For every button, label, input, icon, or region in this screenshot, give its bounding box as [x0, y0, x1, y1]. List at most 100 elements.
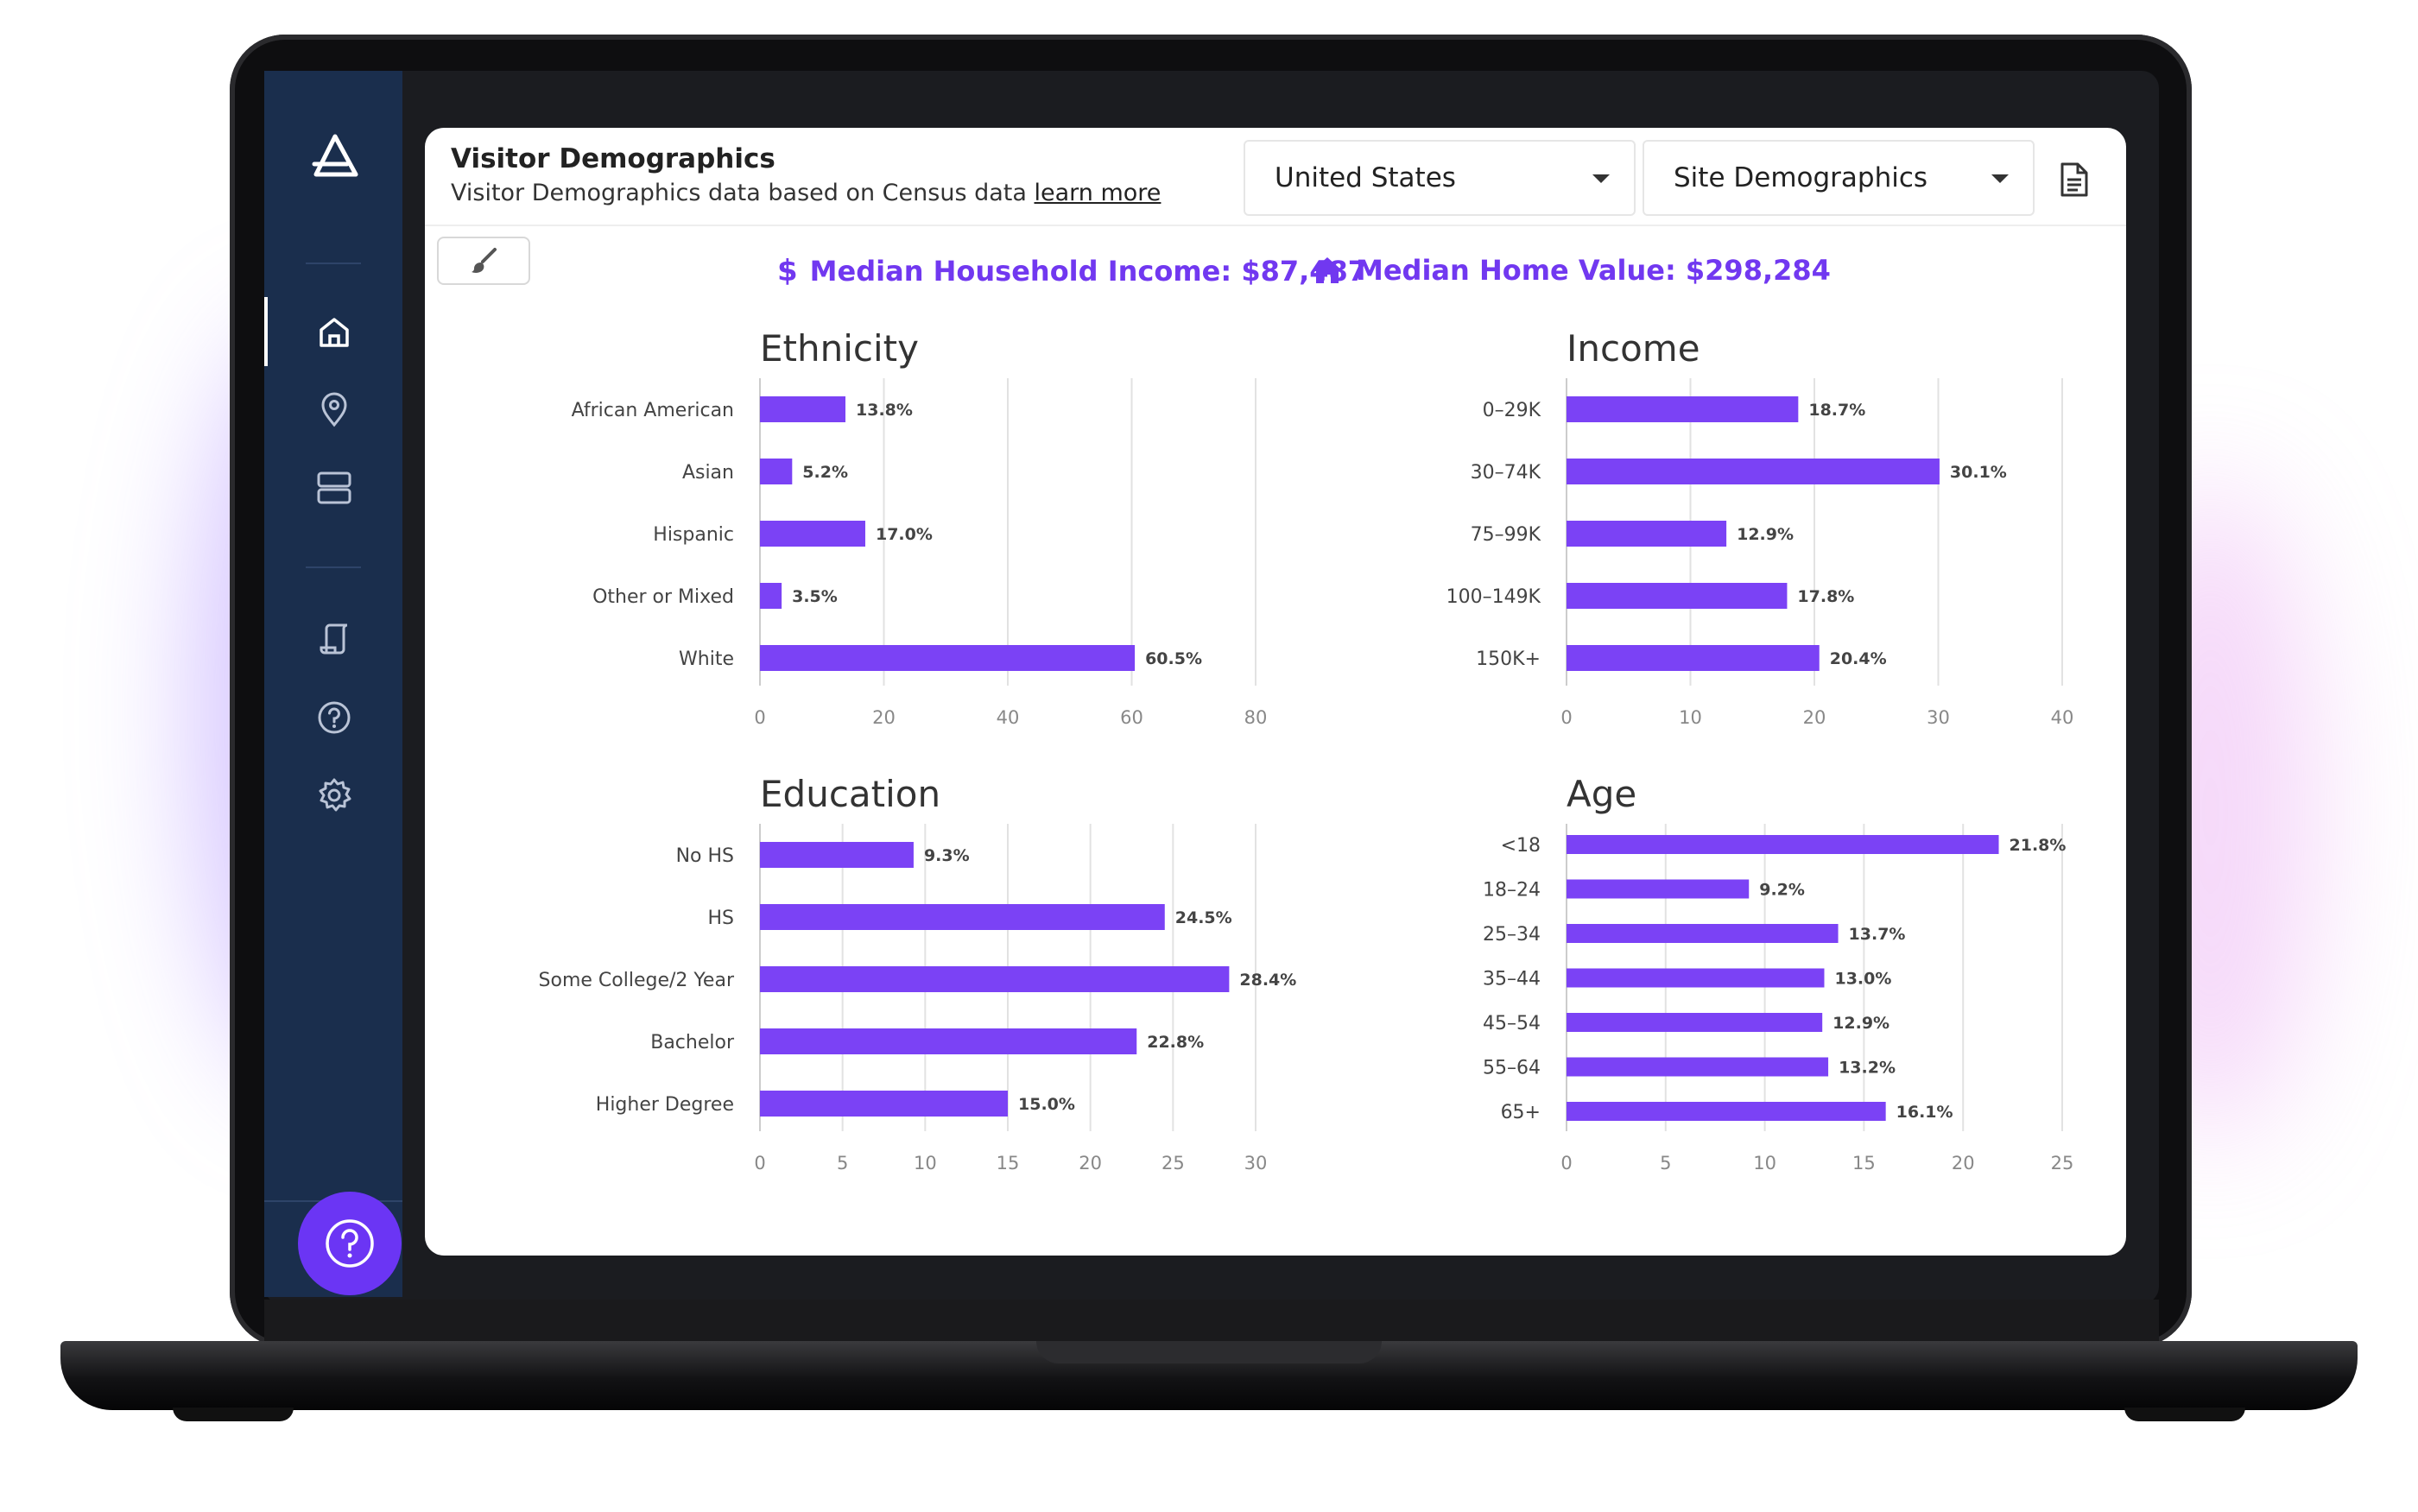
- age-x-tick-label: 5: [1660, 1153, 1671, 1174]
- age-category-label: 18–24: [1483, 880, 1541, 902]
- education-data-label: 24.5%: [1175, 908, 1232, 927]
- age-x-tick-label: 25: [2051, 1153, 2074, 1174]
- education-x-tick-label: 5: [837, 1153, 848, 1174]
- age-category-label: 45–54: [1483, 1013, 1541, 1034]
- income-x-tick-label: 10: [1679, 707, 1702, 728]
- income-data-label: 18.7%: [1808, 401, 1865, 420]
- income-x-tick-label: 0: [1560, 707, 1572, 728]
- income-bar: [1567, 583, 1788, 609]
- chevron-down-icon: [1592, 174, 1610, 183]
- median-home-value: Median Home Value: $298,284: [1311, 254, 1831, 287]
- age-x-tick-label: 10: [1753, 1153, 1776, 1174]
- median-household-income-text: Median Household Income: $87,487: [809, 255, 1368, 288]
- education-x-tick-label: 20: [1079, 1153, 1102, 1174]
- income-x-tick-label: 30: [1927, 707, 1950, 728]
- age-bar: [1567, 835, 1999, 854]
- age-category-label: 65+: [1501, 1102, 1541, 1123]
- nav-active-indicator: [264, 297, 268, 366]
- education-x-tick-label: 10: [914, 1153, 937, 1174]
- age-bar: [1567, 1102, 1886, 1121]
- ethnicity-data-label: 13.8%: [856, 401, 913, 420]
- income-chart-title: Income: [1567, 327, 1700, 370]
- help-icon[interactable]: [314, 698, 354, 737]
- data-type-select-value: Site Demographics: [1674, 162, 1928, 193]
- age-data-label: 13.0%: [1834, 970, 1891, 989]
- age-category-label: 55–64: [1483, 1058, 1541, 1079]
- age-x-tick-label: 0: [1560, 1153, 1572, 1174]
- income-data-label: 17.8%: [1797, 587, 1854, 606]
- ethnicity-data-label: 60.5%: [1145, 649, 1202, 668]
- server-icon[interactable]: [314, 468, 354, 508]
- age-data-label: 13.2%: [1839, 1059, 1896, 1078]
- education-bar: [760, 842, 914, 868]
- sidebar: [264, 71, 402, 1297]
- education-category-label: Bachelor: [650, 1032, 735, 1053]
- ethnicity-x-tick-label: 60: [1120, 707, 1143, 728]
- age-bar: [1567, 968, 1825, 988]
- country-select[interactable]: United States: [1244, 140, 1636, 216]
- ethnicity-category-label: Other or Mixed: [592, 586, 734, 608]
- ethnicity-data-label: 3.5%: [792, 587, 838, 606]
- ethnicity-bar: [760, 645, 1136, 671]
- education-x-tick-label: 25: [1162, 1153, 1185, 1174]
- ethnicity-bar: [760, 396, 846, 422]
- education-x-tick-label: 30: [1244, 1153, 1268, 1174]
- ethnicity-bar: [760, 521, 865, 547]
- income-bar: [1567, 645, 1820, 671]
- age-category-label: 35–44: [1483, 969, 1541, 990]
- age-data-label: 16.1%: [1896, 1103, 1953, 1122]
- income-x-tick-label: 20: [1803, 707, 1826, 728]
- age-data-label: 21.8%: [2010, 836, 2067, 855]
- education-category-label: No HS: [676, 845, 734, 867]
- chevron-down-icon: [1991, 174, 2009, 183]
- median-household-income: $ Median Household Income: $87,487: [777, 254, 1367, 288]
- income-bar: [1567, 459, 1940, 484]
- ethnicity-x-tick-label: 40: [997, 707, 1020, 728]
- brush-button[interactable]: [437, 237, 530, 285]
- age-bar: [1567, 1013, 1823, 1032]
- ethnicity-x-tick-label: 0: [754, 707, 765, 728]
- sidebar-divider: [306, 263, 361, 264]
- education-category-label: Some College/2 Year: [539, 970, 735, 991]
- ethnicity-chart-title: Ethnicity: [760, 327, 919, 370]
- gear-icon[interactable]: [314, 775, 354, 815]
- age-category-label: 25–34: [1483, 924, 1541, 946]
- education-x-tick-label: 0: [754, 1153, 765, 1174]
- income-data-label: 30.1%: [1950, 463, 2007, 482]
- education-bar: [760, 966, 1230, 992]
- income-category-label: 150K+: [1476, 648, 1541, 670]
- learn-more-link[interactable]: learn more: [1034, 180, 1162, 206]
- ethnicity-bar: [760, 583, 782, 609]
- home-icon[interactable]: [314, 313, 354, 352]
- laptop-base-notch: [1036, 1341, 1382, 1363]
- education-bar: [760, 904, 1165, 930]
- script-icon[interactable]: [314, 620, 354, 660]
- location-pin-icon[interactable]: [314, 390, 354, 430]
- ethnicity-category-label: Asian: [682, 462, 734, 484]
- help-icon: [326, 1219, 374, 1268]
- ethnicity-x-tick-label: 20: [872, 707, 896, 728]
- document-icon[interactable]: [2057, 161, 2092, 199]
- income-data-label: 20.4%: [1830, 649, 1887, 668]
- ethnicity-data-label: 5.2%: [802, 463, 848, 482]
- age-bar: [1567, 924, 1839, 943]
- income-category-label: 100–149K: [1446, 586, 1541, 608]
- age-bar: [1567, 879, 1750, 899]
- income-data-label: 12.9%: [1737, 525, 1794, 544]
- education-data-label: 22.8%: [1147, 1033, 1204, 1052]
- education-category-label: HS: [707, 908, 734, 929]
- demographics-charts: Ethnicity 0 20 40 60 80 African American 13.8% A…: [539, 327, 2074, 1174]
- help-fab-button[interactable]: [298, 1192, 402, 1295]
- laptop-foot-right: [2124, 1408, 2245, 1421]
- dollar-icon: $: [777, 254, 798, 288]
- age-x-tick-label: 20: [1952, 1153, 1975, 1174]
- income-x-tick-label: 40: [2051, 707, 2074, 728]
- age-data-label: 12.9%: [1832, 1014, 1889, 1033]
- page-title: Visitor Demographics: [451, 143, 775, 174]
- income-bar: [1567, 521, 1727, 547]
- income-bar: [1567, 396, 1799, 422]
- ethnicity-category-label: White: [679, 648, 734, 670]
- data-type-select[interactable]: Site Demographics: [1643, 140, 2035, 216]
- age-x-tick-label: 15: [1852, 1153, 1876, 1174]
- education-x-tick-label: 15: [997, 1153, 1020, 1174]
